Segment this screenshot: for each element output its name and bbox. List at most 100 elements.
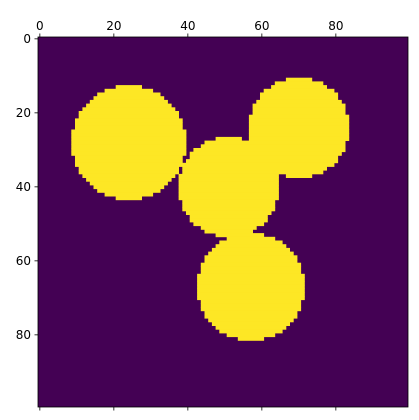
heatmap-cell [252,107,346,112]
heatmap-cell [104,192,154,197]
heatmap-cell [285,173,313,178]
heatmap-cell [178,185,279,190]
heatmap-cell [182,199,276,204]
axes-frame [37,36,409,408]
heatmap-cell [75,159,183,164]
heatmap-cell [200,307,302,312]
heatmap-cell [178,188,279,193]
heatmap-cell [200,299,302,304]
heatmap-cell [75,162,335,167]
heatmap-cell [178,196,279,201]
heatmap-cell [263,88,335,93]
heatmap-cell [182,203,276,208]
heatmap-cell [200,303,302,308]
heatmap-cell [182,170,324,175]
heatmap-cell [193,148,346,153]
plot-area [37,36,409,408]
heatmap-cell [71,151,187,156]
heatmap-cell [197,296,305,301]
heatmap-cell [219,329,283,334]
heatmap-cell [204,229,253,234]
heatmap-cell [78,114,179,119]
heatmap-cell [248,133,350,138]
heatmap-cell [260,92,339,97]
x-tick-label: 40 [180,19,195,33]
heatmap-cell [86,177,172,182]
heatmap-cell [75,122,183,127]
x-tick-label: 60 [254,19,269,33]
heatmap-cell [211,321,290,326]
heatmap-cell [226,236,276,241]
heatmap-cell [78,170,179,175]
heatmap-cell [97,92,161,97]
heatmap-cell [75,118,183,123]
heatmap-cell [208,318,294,323]
heatmap-cell [75,125,183,130]
heatmap-cell [197,284,305,289]
heatmap-cell [82,173,176,178]
heatmap-cell [204,255,298,260]
heatmap-cell [78,111,179,116]
heatmap-cell [200,144,346,149]
y-tick-label: 0 [23,32,31,46]
heatmap-cell [178,192,279,197]
heatmap-cell [200,225,257,230]
heatmap-cell [211,247,290,252]
heatmap-cell [215,244,287,249]
heatmap-cell [82,107,176,112]
heatmap-cell [186,159,339,164]
heatmap-cell [248,118,350,123]
heatmap-cell [215,325,287,330]
heatmap-cell [200,270,302,275]
heatmap-cell [219,240,283,245]
heatmap-cell [178,177,279,182]
heatmap-cell [178,181,279,186]
heatmap-cell [248,136,350,141]
heatmap-cell [97,188,161,193]
y-tick-label: 60 [16,254,31,268]
x-tick-label: 0 [36,19,44,33]
heatmap-cell [197,273,305,278]
heatmap-cells [71,77,350,341]
ticks: 0 20 40 60 80 0 20 40 60 80 [16,19,343,411]
heatmap-cell [71,140,187,145]
heatmap-cell [248,125,350,130]
heatmap-cell [252,103,346,108]
heatmap-cell [248,129,350,134]
heatmap-cell [197,288,305,293]
heatmap-cell [186,210,272,215]
heatmap-cell [93,185,165,190]
heatmap-cell [93,96,165,101]
heatmap-cell [104,88,154,93]
heatmap-cell [89,99,168,104]
heatmap-cell [260,96,339,101]
heatmap-cell [193,222,265,227]
heatmap-cell [182,207,276,212]
y-tick-label: 80 [16,328,31,342]
y-tick-label: 40 [16,180,31,194]
heatmap-cell [271,85,327,90]
heatmap-cell [182,166,327,171]
heatmap-cell [204,310,298,315]
heatmap-cell [204,314,298,319]
heatmap-cell [215,233,265,238]
heatmap-cell [71,148,187,153]
heatmap-cell [86,103,172,108]
heatmap-cell [71,129,187,134]
heatmap-cell [197,281,305,286]
heatmap-cell [71,133,187,138]
heatmap-cell [75,155,183,160]
heatmap-cell [237,336,265,341]
heatmap-cell [197,277,305,282]
heatmap-cell [200,266,302,271]
heatmap-cell [189,218,268,223]
heatmap-cell [204,259,298,264]
heatmap-cell [189,155,339,160]
x-tick-label: 80 [328,19,343,33]
heatmap-cell [71,144,187,149]
heatmap-cell [178,173,279,178]
heatmap-cell [78,166,179,171]
heatmap-cell [204,140,346,145]
heatmap-cell [274,81,324,86]
